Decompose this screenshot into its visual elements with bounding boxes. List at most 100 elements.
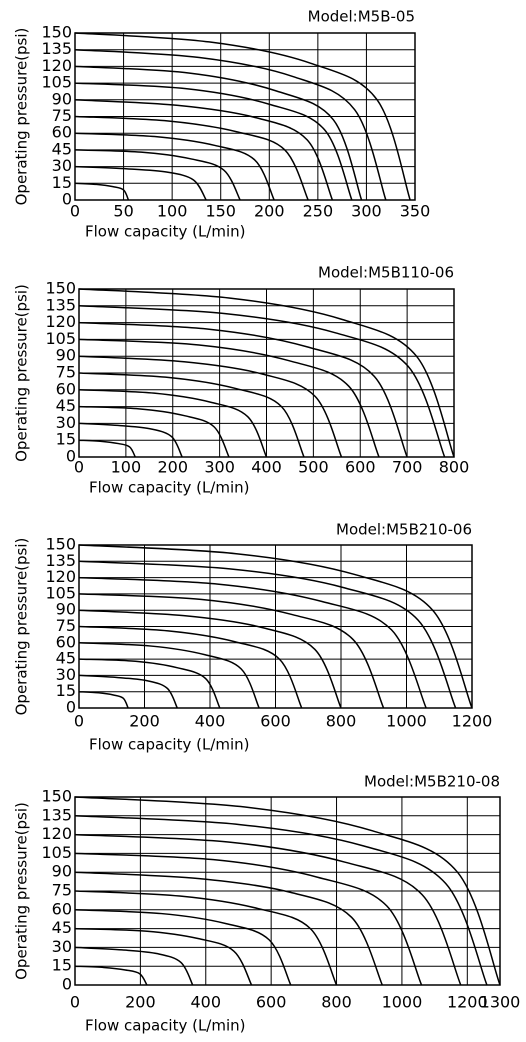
y-tick-label: 135 [41,805,72,824]
y-tick-label: 30 [52,937,72,956]
x-tick-label: 50 [113,202,133,221]
x-tick-label: 400 [195,712,226,731]
x-tick-label: 700 [392,458,423,477]
pressure-curve [78,642,260,709]
x-tick-label: 800 [326,712,357,731]
x-tick-label: 800 [321,993,352,1012]
y-axis-label: Operating pressure(psi) [13,538,31,716]
y-tick-label: 60 [56,632,76,651]
y-tick-label: 75 [56,363,76,382]
x-tick-label: 1000 [386,712,427,731]
x-tick-label: 1000 [382,993,423,1012]
y-tick-label: 105 [41,73,72,92]
y-tick-label: 0 [62,190,72,209]
y-tick-label: 120 [41,56,72,75]
x-tick-label: 200 [125,993,156,1012]
pressure-curve [74,796,501,986]
x-tick-label: 600 [260,712,291,731]
x-axis-label: Flow capacity (L/min) [85,223,246,241]
pressure-curve [74,82,353,201]
chart: Model:M5B210-080153045607590105120135150… [13,773,521,1035]
x-tick-label: 350 [400,202,431,221]
y-tick-label: 105 [45,329,76,348]
y-tick-label: 90 [52,862,72,881]
pressure-curve [78,389,268,458]
y-axis-label: Operating pressure(psi) [13,284,31,462]
pressure-curve [74,132,275,201]
chart: Model:M5B210-060153045607590105120135150… [13,521,493,754]
pressure-curve [78,593,385,709]
x-tick-label: 250 [303,202,334,221]
pressure-curve [74,182,130,201]
pressure-curve [78,288,455,458]
y-tick-label: 15 [56,430,76,449]
y-tick-label: 135 [41,39,72,58]
pressure-curve [78,690,129,709]
y-tick-label: 30 [56,665,76,684]
y-tick-label: 60 [56,379,76,398]
pressure-curve [78,321,408,458]
x-axis-label: Flow capacity (L/min) [89,736,250,754]
y-tick-label: 150 [45,535,76,554]
x-axis-label: Flow capacity (L/min) [89,479,250,497]
pressure-curve [78,338,380,458]
y-tick-label: 15 [56,681,76,700]
y-tick-label: 120 [45,312,76,331]
x-axis-label: Flow capacity (L/min) [85,1017,246,1035]
pressure-curve [74,871,383,986]
y-tick-label: 150 [41,787,72,806]
y-tick-label: 45 [56,396,76,415]
chart-title: Model:M5B210-08 [364,773,500,791]
y-tick-label: 0 [66,447,76,466]
pressure-curve [74,946,194,986]
y-tick-label: 90 [56,600,76,619]
x-tick-label: 200 [129,712,160,731]
x-tick-label: 500 [298,458,329,477]
y-tick-label: 60 [52,123,72,142]
y-tick-label: 0 [66,698,76,717]
pressure-curve [74,99,334,201]
x-tick-label: 300 [351,202,382,221]
pressure-curve [78,544,473,709]
pressure-curve [78,439,136,458]
x-tick-label: 600 [345,458,376,477]
pressure-curve [74,833,462,986]
pressure-curve [74,965,148,986]
x-tick-label: 400 [190,993,221,1012]
pressure-curve [78,305,446,458]
y-tick-label: 60 [52,899,72,918]
x-tick-label: 100 [111,458,142,477]
pressure-curve [78,372,305,458]
pressure-curve [78,422,183,458]
chart-title: Model:M5B-05 [308,8,415,26]
y-tick-label: 105 [41,843,72,862]
pressure-curve [78,658,221,709]
chart-title: Model:M5B110-06 [318,264,454,282]
x-tick-label: 1200 [447,993,488,1012]
y-tick-label: 45 [56,649,76,668]
pressure-curve [74,165,207,201]
pressure-curve [74,909,292,986]
x-tick-label: 400 [251,458,282,477]
pressure-curve [74,852,423,986]
y-tick-label: 15 [52,956,72,975]
y-tick-label: 45 [52,918,72,937]
y-axis-label: Operating pressure(psi) [13,28,31,206]
y-tick-label: 45 [52,139,72,158]
x-tick-label: 1300 [480,993,521,1012]
x-tick-label: 100 [157,202,188,221]
y-tick-label: 15 [52,173,72,192]
y-tick-label: 75 [56,616,76,635]
y-tick-label: 135 [45,551,76,570]
pressure-curve [74,815,488,986]
y-tick-label: 150 [41,23,72,42]
chart-title: Model:M5B210-06 [336,521,472,539]
x-tick-label: 1200 [452,712,493,731]
y-tick-label: 90 [52,89,72,108]
y-tick-label: 150 [45,279,76,298]
x-tick-label: 0 [70,993,80,1012]
pressure-curve [74,65,363,201]
y-tick-label: 75 [52,881,72,900]
